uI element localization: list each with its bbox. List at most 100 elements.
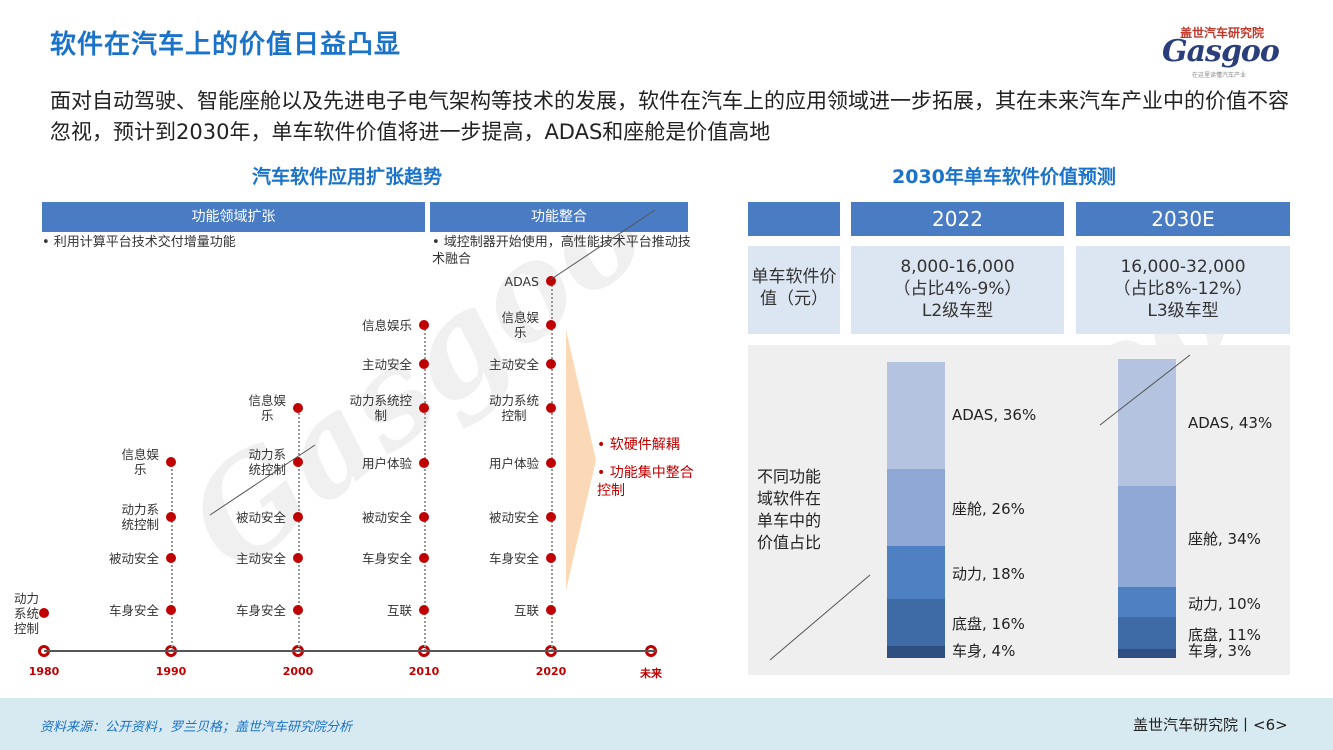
page-title: 软件在汽车上的价值日益凸显	[50, 30, 402, 60]
value-2030-share: （占比8%-12%）	[1113, 279, 1253, 299]
stack-label: 车身, 3%	[1188, 642, 1252, 660]
feature-label: 信息娱 乐	[501, 310, 539, 340]
feature-label: 车身安全	[361, 550, 412, 566]
feature-label: 用户体验	[361, 455, 412, 471]
timeline-axis	[44, 650, 656, 652]
feature-dot	[546, 553, 556, 563]
header-2022: 2022	[851, 202, 1064, 236]
timeline-guide	[298, 408, 300, 651]
stack-segment-2	[1118, 586, 1176, 617]
feature-dot	[293, 553, 303, 563]
stack-segment-adas	[1118, 359, 1176, 487]
stack-segment-4	[1118, 649, 1176, 658]
row-label-share: 不同功能域软件在单车中的价值占比	[757, 467, 822, 552]
value-2022-range: 8,000-16,000	[900, 257, 1015, 277]
stack-label: 动力, 10%	[1188, 594, 1261, 613]
value-2022-level: L2级车型	[921, 301, 994, 321]
feature-label: 用户体验	[488, 455, 539, 471]
header-function-expansion: 功能领域扩张	[42, 202, 425, 232]
feature-label: 动力系统控 制	[349, 393, 412, 423]
feature-label: 互联	[513, 602, 539, 618]
stack-segment-3	[887, 598, 945, 647]
feature-label: 主动安全	[235, 550, 286, 566]
feature-label: 主动安全	[488, 356, 539, 372]
stack-label: 车身, 4%	[952, 642, 1016, 660]
feature-label: 主动安全	[361, 356, 412, 372]
stack-segment-2	[887, 545, 945, 599]
feature-dot	[546, 320, 556, 330]
feature-dot	[419, 512, 429, 522]
feature-label: 被动安全	[488, 509, 539, 525]
feature-dot	[546, 403, 556, 413]
feature-label: 信息娱乐	[361, 317, 412, 333]
feature-dot	[546, 458, 556, 468]
feature-label: 被动安全	[361, 509, 412, 525]
footer-bar	[0, 698, 1333, 750]
feature-dot	[419, 359, 429, 369]
feature-dot	[546, 276, 556, 286]
feature-label: 车身安全	[488, 550, 539, 566]
future-point-2-text: 功能集中整合控制	[597, 465, 694, 499]
timeline-guide	[424, 325, 426, 651]
feature-dot	[546, 359, 556, 369]
footer-source: 资料来源：公开资料，罗兰贝格；盖世汽车研究院分析	[40, 720, 353, 735]
stack-segment-3	[1118, 616, 1176, 650]
year-label: 2010	[408, 665, 440, 678]
stack-label: 底盘, 16%	[952, 615, 1025, 634]
year-label: 未来	[640, 667, 662, 680]
divider-line	[549, 209, 656, 281]
feature-dot	[166, 457, 176, 467]
feature-label: 信息娱 乐	[248, 393, 286, 423]
logo-en: Gasgoo	[1162, 34, 1280, 69]
future-point-1-text: 软硬件解耦	[609, 437, 680, 453]
feature-dot	[166, 512, 176, 522]
brand-logo[interactable]: 盖世汽车研究院 Gasgoo 在这里读懂汽车产业	[1158, 24, 1298, 84]
feature-dot	[419, 605, 429, 615]
divider-line	[209, 444, 316, 516]
future-arrow-icon	[566, 330, 596, 590]
divider-line	[769, 574, 871, 661]
feature-label: 被动安全	[235, 509, 286, 525]
feature-dot	[39, 608, 49, 618]
feature-dot	[419, 403, 429, 413]
value-2030-level: L3级车型	[1147, 301, 1219, 321]
logo-sub: 在这里读懂汽车产业	[1192, 72, 1247, 79]
year-label: 2000	[282, 665, 314, 678]
page-subtitle: 面对自动驾驶、智能座舱以及先进电子电气架构等技术的发展，软件在汽车上的应用领域进…	[50, 89, 1289, 144]
feature-dot	[546, 512, 556, 522]
feature-label: ADAS	[504, 273, 539, 289]
stack-segment-adas	[887, 362, 945, 469]
row-label-value-text: 单车软件价值（元）	[751, 267, 837, 309]
year-label: 2020	[535, 665, 567, 678]
right-section-title: 2030年单车软件价值预测	[892, 166, 1116, 188]
feature-dot	[166, 605, 176, 615]
value-2030-cell: 16,000-32,000 （占比8%-12%） L3级车型	[1076, 246, 1290, 334]
feature-dot	[166, 553, 176, 563]
feature-label: 动力系 统控制	[121, 502, 159, 532]
value-2022-share: （占比4%-9%）	[893, 279, 1022, 299]
footer-org-page: 盖世汽车研究院丨<6>	[1133, 716, 1288, 734]
share-panel	[748, 345, 1290, 675]
stack-segment-1	[887, 468, 945, 546]
feature-dot	[546, 605, 556, 615]
feature-label: 被动安全	[108, 550, 159, 566]
feature-label: 动力系 统控制	[248, 447, 286, 477]
feature-label: 车身安全	[235, 602, 286, 618]
stack-label: 底盘, 11%	[1188, 625, 1261, 644]
feature-label: 互联	[386, 602, 412, 618]
stack-label: ADAS, 43%	[1188, 413, 1273, 432]
left-section-title: 汽车软件应用扩张趋势	[252, 166, 443, 188]
header-2030: 2030E	[1076, 202, 1290, 236]
note-integration: • 域控制器开始使用，高性能技术平台推动技术融合	[432, 235, 691, 267]
year-label: 1980	[28, 665, 60, 678]
feature-label: 信息娱 乐	[121, 447, 159, 477]
feature-label: 动力 系统 控制	[14, 591, 40, 636]
feature-dot	[419, 320, 429, 330]
divider-line	[1099, 354, 1191, 426]
row-label-value: 单车软件价值（元）	[748, 246, 840, 334]
stack-label: 座舱, 34%	[1188, 529, 1261, 548]
stack-label: ADAS, 36%	[952, 406, 1037, 425]
stack-segment-1	[1118, 486, 1176, 587]
feature-dot	[293, 605, 303, 615]
feature-dot	[419, 553, 429, 563]
